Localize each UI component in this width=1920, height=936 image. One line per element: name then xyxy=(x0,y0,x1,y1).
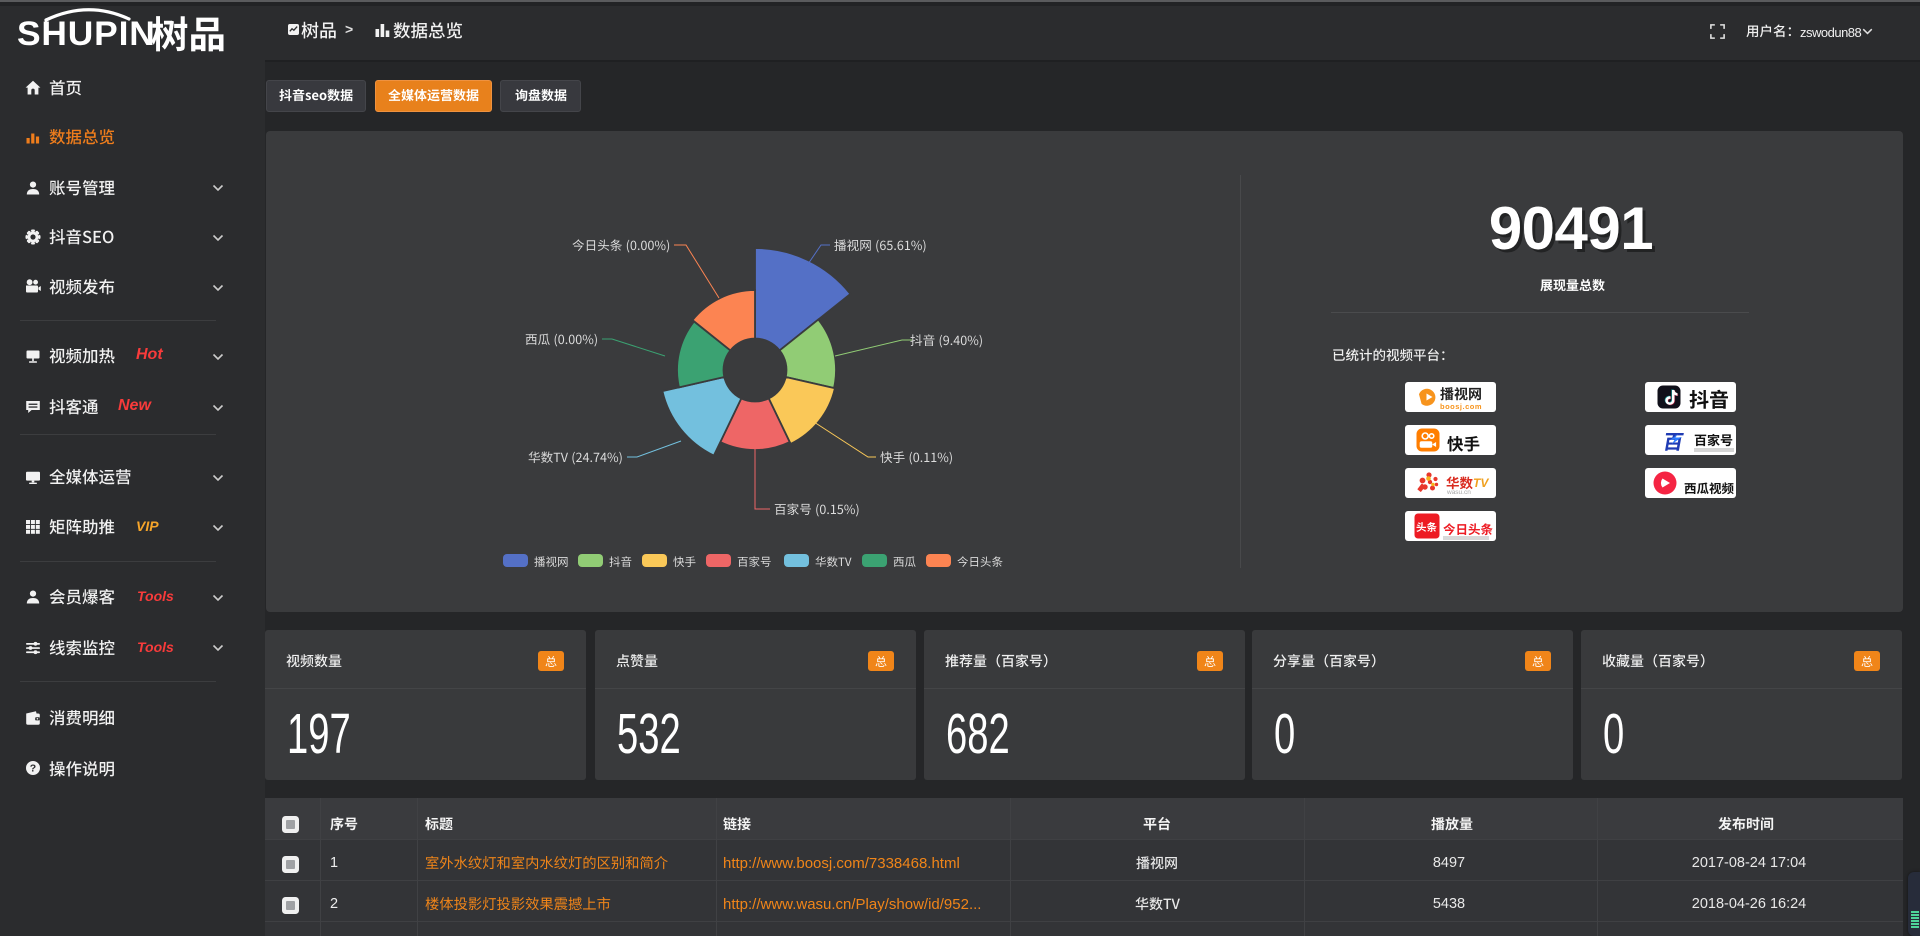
svg-text:?: ? xyxy=(30,762,36,774)
